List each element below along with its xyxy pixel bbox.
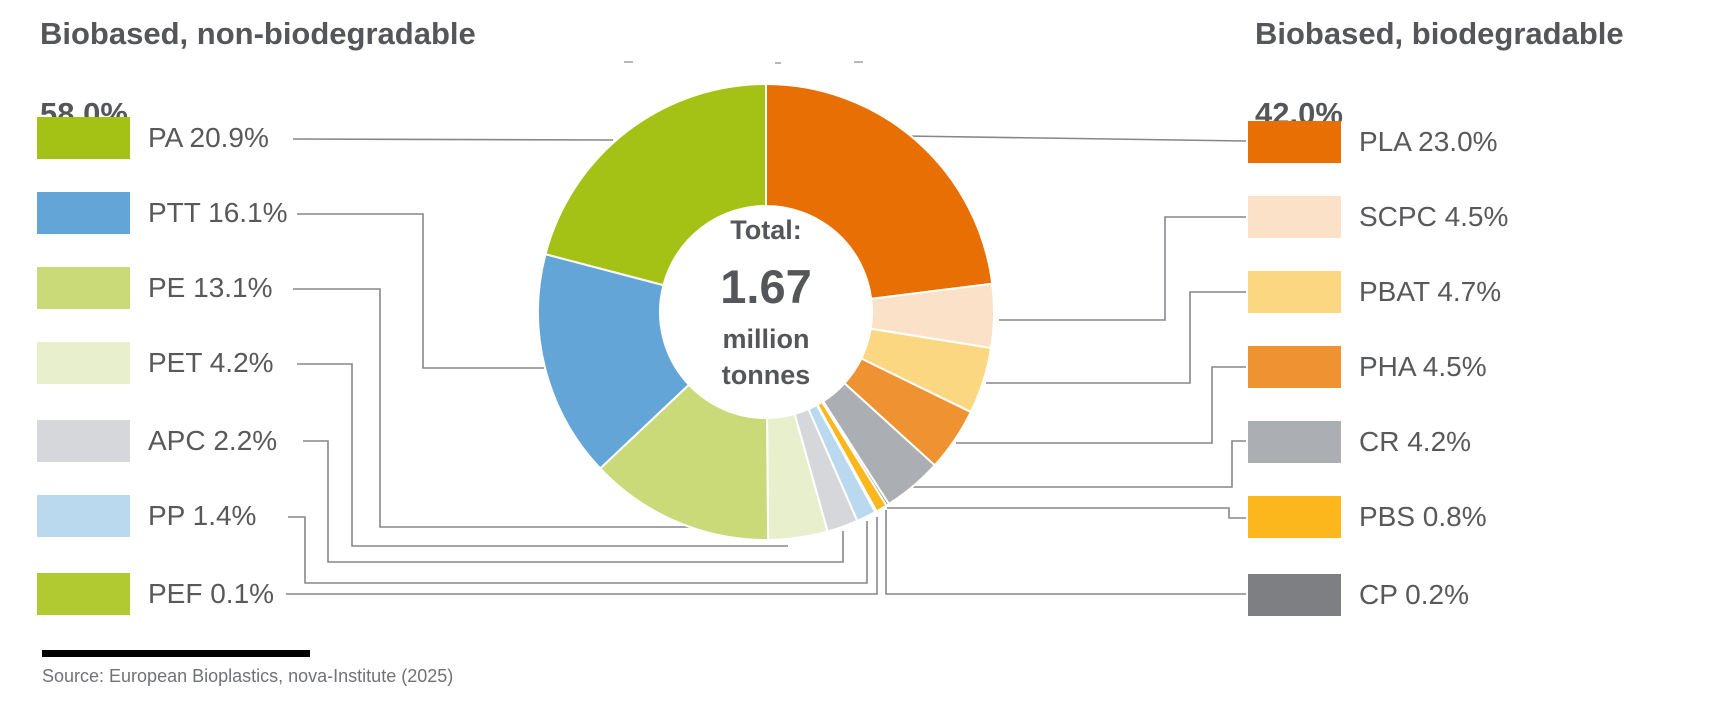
legend-swatch-CR [1248,421,1341,463]
group-header-left-title: Biobased, non-biodegradable [40,16,476,51]
legend-label-PE: PE 13.1% [148,272,273,303]
source-divider-bar [42,650,310,657]
legend-item-SCPC: SCPC 4.5% [1248,196,1508,238]
pie-segment-PLA [765,83,994,300]
legend-item-PBS: PBS 0.8% [1248,496,1487,538]
group-header-right: Biobased, biodegradable 42.0% [1255,14,1624,134]
connector-line-PHA [956,366,1246,444]
total-unit-line2: tonnes [721,360,811,390]
legend-item-PLA: PLA 23.0% [1248,121,1498,163]
legend-swatch-PP [37,495,130,537]
connector-line-PE [293,288,690,528]
pie-segment-PTT [537,253,690,470]
legend-swatch-PLA [1248,121,1341,163]
pie-segment-PA [544,83,767,287]
legend-label-PA: PA 20.9% [148,122,269,153]
connector-line-PLA [904,135,1247,142]
connector-line-CR [913,440,1246,488]
legend-item-PEF: PEF 0.1% [37,573,274,615]
connector-line-SCPC [999,216,1246,321]
artifact-dash [775,62,781,64]
group-header-left: Biobased, non-biodegradable 58.0% [40,14,476,134]
source-text: Source: European Bioplastics, nova-Insti… [42,666,454,686]
legend-item-PE: PE 13.1% [37,267,273,309]
legend-item-CP: CP 0.2% [1248,574,1469,616]
legend-label-PET: PET 4.2% [148,347,274,378]
connector-line-PP [288,516,868,584]
connector-line-CP [885,510,1246,595]
legend-swatch-PBS [1248,496,1341,538]
legend-swatch-PEF [37,573,130,615]
legend-item-PHA: PHA 4.5% [1248,346,1487,388]
total-value: 1.67 [720,260,812,313]
legend-swatch-PA [37,117,130,159]
legend-swatch-PHA [1248,346,1341,388]
artifact-dash [854,61,863,63]
connector-line-APC [303,440,844,563]
legend-item-PP: PP 1.4% [37,495,256,537]
legend-swatch-APC [37,420,130,462]
legend-item-CR: CR 4.2% [1248,421,1471,463]
legend-label-CR: CR 4.2% [1359,426,1472,457]
legend-item-PTT: PTT 16.1% [37,192,288,234]
artifact-dash [624,61,633,63]
legend-label-PLA: PLA 23.0% [1359,126,1498,157]
connector-line-PBS [887,507,1246,519]
legend-swatch-PTT [37,192,130,234]
legend-label-SCPC: SCPC 4.5% [1359,201,1509,232]
connector-line-PTT [297,213,544,369]
legend-label-APC: APC 2.2% [148,425,278,456]
legend-label-PP: PP 1.4% [148,500,257,531]
legend-label-PBAT: PBAT 4.7% [1359,276,1502,307]
connector-line-PEF [286,517,878,595]
group-header-right-title: Biobased, biodegradable [1255,16,1624,51]
legend-label-PTT: PTT 16.1% [148,197,288,228]
legend-swatch-SCPC [1248,196,1341,238]
legend-swatch-PET [37,342,130,384]
legend-item-PBAT: PBAT 4.7% [1248,271,1501,313]
legend-swatch-PBAT [1248,271,1341,313]
connector-line-PA [292,138,614,141]
connector-line-PET [297,363,788,547]
legend-swatch-PE [37,267,130,309]
legend-item-PA: PA 20.9% [37,117,269,159]
legend-label-CP: CP 0.2% [1359,579,1469,610]
legend-label-PHA: PHA 4.5% [1359,351,1487,382]
legend-label-PBS: PBS 0.8% [1359,501,1487,532]
legend-item-PET: PET 4.2% [37,342,274,384]
legend-swatch-CP [1248,574,1341,616]
legend-item-APC: APC 2.2% [37,420,277,462]
connector-line-PBAT [986,291,1246,384]
legend-label-PEF: PEF 0.1% [148,578,275,609]
total-label: Total: [730,215,802,245]
donut-center-text: Total: 1.67 million tonnes [616,213,916,393]
total-unit-line1: million [722,324,810,354]
